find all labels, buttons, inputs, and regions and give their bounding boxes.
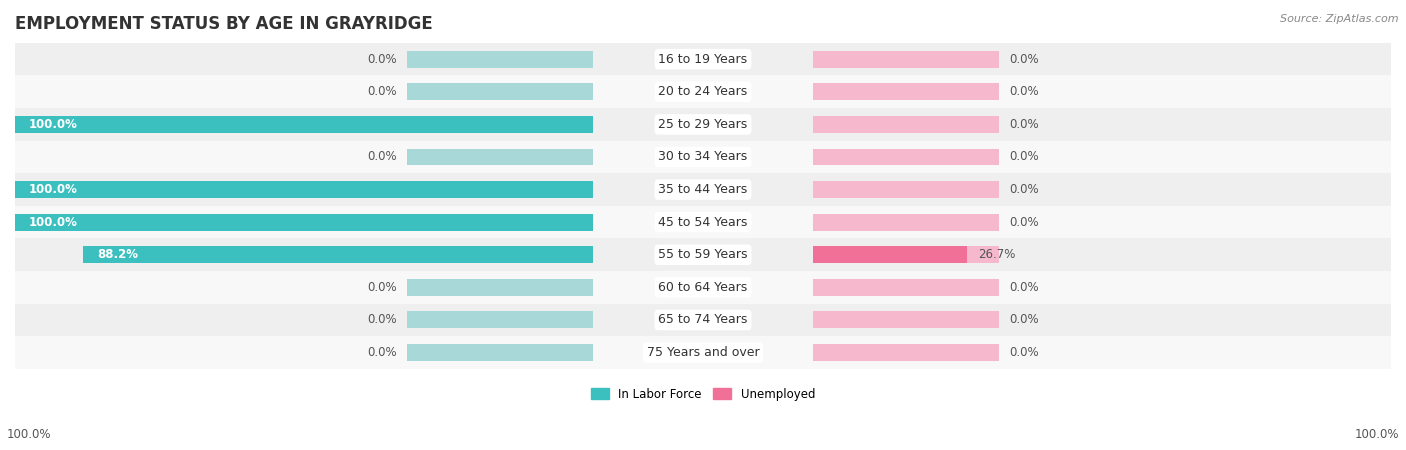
Text: 100.0%: 100.0% xyxy=(1354,428,1399,441)
Text: 35 to 44 Years: 35 to 44 Years xyxy=(658,183,748,196)
Text: 0.0%: 0.0% xyxy=(1010,118,1039,131)
Bar xyxy=(15,141,1391,173)
Text: 0.0%: 0.0% xyxy=(1010,281,1039,294)
Bar xyxy=(813,214,998,231)
Text: 0.0%: 0.0% xyxy=(1010,183,1039,196)
Text: 60 to 64 Years: 60 to 64 Years xyxy=(658,281,748,294)
Text: 0.0%: 0.0% xyxy=(1010,346,1039,359)
Bar xyxy=(408,181,593,198)
Bar xyxy=(15,173,1391,206)
Text: 0.0%: 0.0% xyxy=(1010,216,1039,229)
Legend: In Labor Force, Unemployed: In Labor Force, Unemployed xyxy=(586,383,820,405)
Text: 25 to 29 Years: 25 to 29 Years xyxy=(658,118,748,131)
Bar xyxy=(15,116,593,133)
Text: 20 to 24 Years: 20 to 24 Years xyxy=(658,86,748,98)
Bar xyxy=(408,246,593,263)
Bar xyxy=(813,51,998,68)
Text: 45 to 54 Years: 45 to 54 Years xyxy=(658,216,748,229)
Bar xyxy=(813,246,967,263)
Bar xyxy=(408,148,593,166)
Bar xyxy=(813,344,998,361)
Bar xyxy=(15,238,1391,271)
Text: 100.0%: 100.0% xyxy=(28,183,77,196)
Text: 0.0%: 0.0% xyxy=(367,314,396,326)
Bar xyxy=(813,246,998,263)
Text: 0.0%: 0.0% xyxy=(1010,314,1039,326)
Bar xyxy=(15,214,593,231)
Bar xyxy=(408,214,593,231)
Text: 0.0%: 0.0% xyxy=(1010,86,1039,98)
Bar xyxy=(813,181,998,198)
Bar xyxy=(15,206,1391,238)
Bar xyxy=(813,83,998,100)
Bar xyxy=(813,148,998,166)
Bar xyxy=(15,76,1391,108)
Text: 26.7%: 26.7% xyxy=(977,248,1015,261)
Text: 0.0%: 0.0% xyxy=(1010,150,1039,163)
Text: 65 to 74 Years: 65 to 74 Years xyxy=(658,314,748,326)
Bar xyxy=(15,304,1391,336)
Text: 88.2%: 88.2% xyxy=(97,248,138,261)
Bar xyxy=(408,51,593,68)
Bar xyxy=(15,336,1391,369)
Text: 0.0%: 0.0% xyxy=(1010,53,1039,66)
Text: EMPLOYMENT STATUS BY AGE IN GRAYRIDGE: EMPLOYMENT STATUS BY AGE IN GRAYRIDGE xyxy=(15,15,433,33)
Bar xyxy=(813,279,998,296)
Text: Source: ZipAtlas.com: Source: ZipAtlas.com xyxy=(1281,14,1399,23)
Bar xyxy=(15,271,1391,304)
Bar xyxy=(408,311,593,328)
Text: 0.0%: 0.0% xyxy=(367,281,396,294)
Bar xyxy=(15,181,593,198)
Text: 0.0%: 0.0% xyxy=(367,53,396,66)
Text: 0.0%: 0.0% xyxy=(367,86,396,98)
Text: 55 to 59 Years: 55 to 59 Years xyxy=(658,248,748,261)
Text: 0.0%: 0.0% xyxy=(367,346,396,359)
Bar xyxy=(813,116,998,133)
Text: 100.0%: 100.0% xyxy=(7,428,52,441)
Text: 100.0%: 100.0% xyxy=(28,118,77,131)
Bar xyxy=(813,311,998,328)
Bar xyxy=(15,43,1391,76)
Bar xyxy=(15,108,1391,141)
Text: 0.0%: 0.0% xyxy=(367,150,396,163)
Bar xyxy=(408,279,593,296)
Bar xyxy=(83,246,593,263)
Bar xyxy=(408,344,593,361)
Bar xyxy=(408,83,593,100)
Text: 30 to 34 Years: 30 to 34 Years xyxy=(658,150,748,163)
Text: 75 Years and over: 75 Years and over xyxy=(647,346,759,359)
Bar xyxy=(408,116,593,133)
Text: 100.0%: 100.0% xyxy=(28,216,77,229)
Text: 16 to 19 Years: 16 to 19 Years xyxy=(658,53,748,66)
